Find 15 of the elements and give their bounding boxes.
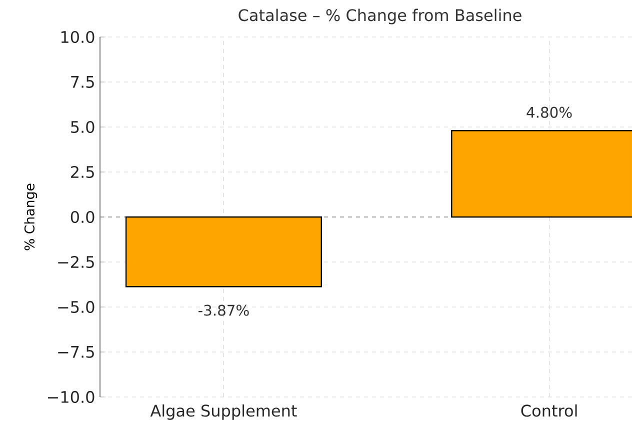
x-tick-label: Algae Supplement (150, 404, 297, 420)
y-axis-title: % Change (24, 184, 38, 250)
y-tick-label: −2.5 (58, 256, 94, 268)
y-tick-label: 10.0 (61, 30, 94, 44)
y-tick-label: 7.5 (71, 76, 94, 88)
x-tick-label: Control (521, 404, 577, 417)
y-tick-label: 5.0 (71, 120, 94, 134)
y-tick-label: 2.5 (71, 166, 94, 178)
y-tick-label: 0.0 (70, 210, 94, 224)
y-tick-label: −7.5 (58, 346, 94, 358)
y-tick-label: −5.0 (58, 300, 94, 314)
y-tick-label: −10.0 (48, 390, 94, 404)
chart-title: Catalase – % Change from Baseline (238, 8, 522, 24)
data-label: 4.80% (526, 106, 572, 118)
data-label: -3.87% (198, 304, 249, 316)
